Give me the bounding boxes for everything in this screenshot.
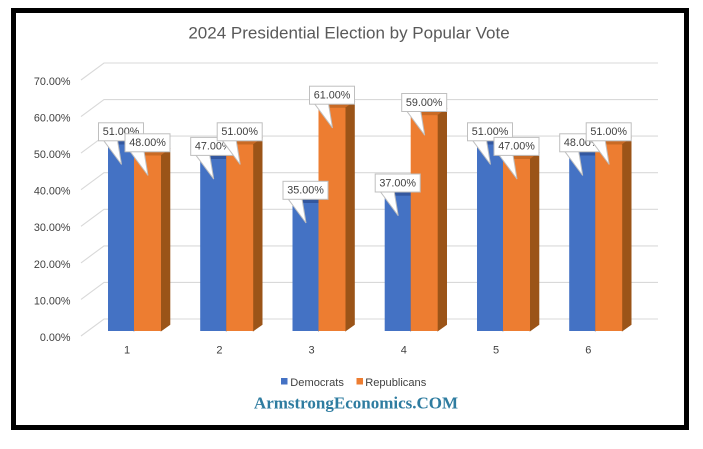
svg-text:50.00%: 50.00% (34, 149, 71, 161)
svg-text:Democrats: Democrats (290, 377, 344, 389)
svg-text:ArmstrongEconomics.COM: ArmstrongEconomics.COM (254, 393, 458, 412)
svg-text:5: 5 (493, 345, 499, 357)
svg-text:1: 1 (124, 345, 130, 357)
svg-text:2024 Presidential Election by: 2024 Presidential Election by Popular Vo… (188, 24, 509, 43)
svg-text:61.00%: 61.00% (314, 90, 351, 102)
svg-text:60.00%: 60.00% (34, 113, 71, 125)
svg-text:51.00%: 51.00% (590, 126, 627, 138)
svg-text:48.00%: 48.00% (129, 137, 166, 149)
svg-text:30.00%: 30.00% (34, 222, 71, 234)
svg-text:Republicans: Republicans (365, 377, 427, 389)
svg-text:35.00%: 35.00% (287, 185, 324, 197)
svg-text:6: 6 (585, 345, 591, 357)
svg-text:40.00%: 40.00% (34, 186, 71, 198)
svg-text:59.00%: 59.00% (406, 97, 443, 109)
svg-text:20.00%: 20.00% (34, 259, 71, 271)
svg-text:3: 3 (309, 345, 315, 357)
svg-text:51.00%: 51.00% (221, 126, 258, 138)
svg-text:47.00%: 47.00% (195, 141, 232, 153)
svg-text:51.00%: 51.00% (472, 126, 509, 138)
svg-text:2: 2 (216, 345, 222, 357)
svg-text:70.00%: 70.00% (34, 76, 71, 88)
svg-text:0.00%: 0.00% (40, 332, 71, 344)
svg-text:10.00%: 10.00% (34, 295, 71, 307)
svg-text:37.00%: 37.00% (379, 177, 416, 189)
svg-text:47.00%: 47.00% (498, 141, 535, 153)
svg-text:4: 4 (401, 345, 407, 357)
